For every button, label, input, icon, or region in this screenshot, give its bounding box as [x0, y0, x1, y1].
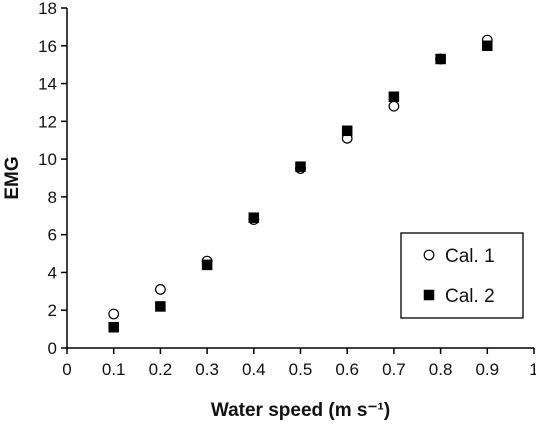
data-point-series-1 [388, 100, 400, 112]
y-tick-label: 6 [48, 226, 57, 245]
data-point-series-2 [435, 53, 446, 65]
y-tick-label: 16 [38, 37, 57, 56]
data-points [108, 34, 493, 333]
y-tick-label: 18 [38, 0, 57, 18]
data-point-series-2 [295, 161, 306, 172]
x-tick-label: 0.3 [195, 360, 219, 379]
legend-marker [423, 249, 435, 261]
x-tick-label: 1 [529, 360, 536, 379]
legend-label: Cal. 1 [445, 246, 495, 267]
data-point-series-1 [108, 308, 120, 320]
legend: Cal. 1 Cal. 2 [400, 232, 524, 319]
x-tick-label: 0.2 [149, 360, 173, 379]
data-point-series-2 [341, 125, 353, 137]
legend-box [400, 232, 524, 319]
data-point-series-1 [154, 284, 166, 295]
data-point-series-2 [155, 301, 166, 312]
y-tick-label: 12 [38, 112, 57, 131]
data-point-series-2 [482, 40, 493, 52]
x-tick-label: 0 [62, 360, 71, 379]
x-tick-label: 0.8 [429, 360, 453, 379]
y-tick-label: 14 [38, 75, 57, 94]
x-tick-label: 0.1 [102, 360, 126, 379]
x-tick-label: 0.5 [289, 360, 313, 379]
y-tick-label: 0 [48, 339, 57, 358]
y-tick-label: 8 [48, 188, 57, 207]
y-tick-label: 10 [38, 150, 57, 169]
x-tick-label: 0.6 [335, 360, 359, 379]
legend-marker [423, 289, 435, 301]
data-point-series-2 [108, 321, 119, 333]
data-point-series-2 [248, 212, 260, 223]
x-tick-label: 0.7 [382, 360, 406, 379]
x-tick-label: 0.4 [242, 360, 266, 379]
tick-labels: 0 2 4 6 8 10 12 14 16 18 0 0.1 0.2 0.3 0.4 0.5 0.6 0.7 0.8… [38, 0, 536, 379]
y-tick-label: 4 [48, 263, 57, 282]
x-tick-label: 0.9 [475, 360, 499, 379]
x-axis-title: Water speed (m s⁻¹) [211, 400, 390, 421]
legend-label: Cal. 2 [445, 286, 495, 307]
y-tick-label: 2 [48, 301, 57, 320]
y-axis-title: EMG [2, 156, 23, 199]
axes [61, 7, 535, 354]
data-point-series-2 [388, 91, 400, 103]
data-point-series-2 [201, 259, 213, 271]
